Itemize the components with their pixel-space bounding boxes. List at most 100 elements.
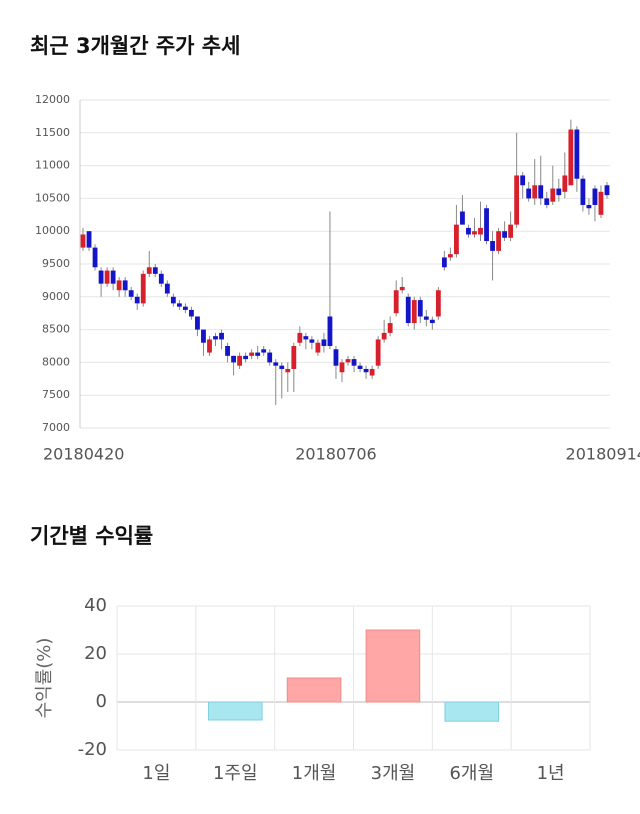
candle-body: [201, 329, 206, 343]
x-tick-label: 1개월: [292, 763, 337, 784]
candle-body: [351, 359, 357, 366]
y-tick-label: 7500: [42, 388, 70, 401]
candle-body: [225, 346, 230, 356]
y-tick-label: -20: [78, 739, 107, 760]
candle-body: [592, 188, 598, 205]
candle-body: [363, 368, 369, 373]
candle-body: [279, 365, 285, 369]
candle-body: [417, 300, 423, 317]
candle-body: [339, 362, 345, 373]
x-tick-label: 6개월: [449, 763, 494, 784]
candle-body: [387, 323, 393, 333]
candle-body: [80, 234, 86, 248]
candle-body: [345, 359, 351, 363]
candle-body: [158, 273, 164, 284]
y-tick-label: 11500: [35, 126, 70, 139]
y-tick-label: 8000: [42, 355, 70, 368]
y-tick-label: 8500: [42, 323, 70, 336]
candle-body: [550, 188, 556, 202]
y-tick-label: 12000: [35, 93, 70, 106]
candle-body: [333, 349, 339, 366]
candle-body: [526, 188, 532, 199]
candle-body: [466, 227, 471, 235]
candle-body: [255, 352, 261, 356]
candle-body: [195, 316, 200, 330]
candle-body: [261, 349, 267, 353]
candle-body: [152, 267, 158, 274]
y-tick-label: 10000: [35, 224, 70, 237]
candle-body: [435, 290, 441, 317]
candle-body: [321, 339, 327, 346]
candle-body: [532, 185, 538, 199]
candle-body: [399, 286, 405, 291]
candle-body: [405, 296, 411, 324]
candle-body: [327, 316, 333, 346]
candle-body: [182, 306, 188, 310]
candle-body: [454, 224, 459, 255]
candle-body: [429, 319, 435, 324]
candle-body: [490, 241, 495, 251]
candle-body: [86, 231, 92, 248]
candle-body: [207, 339, 212, 353]
candle-body: [98, 270, 104, 284]
y-tick-label: 0: [96, 691, 107, 712]
candle-body: [411, 300, 417, 324]
candle-body: [478, 227, 483, 235]
x-tick-label: 1일: [142, 763, 170, 784]
candle-body: [369, 368, 375, 376]
x-tick-label: 1주일: [213, 763, 258, 784]
candle-body: [213, 336, 218, 340]
candle-body: [472, 231, 477, 235]
candle-body: [291, 346, 297, 369]
y-tick-label: 11000: [35, 159, 70, 172]
candle-body: [243, 355, 249, 360]
candle-body: [176, 303, 182, 307]
y-tick-label: 10500: [35, 191, 70, 204]
candle-body: [357, 365, 363, 369]
candle-body: [249, 352, 255, 356]
candle-body: [219, 332, 224, 340]
y-tick-label: 40: [84, 595, 107, 616]
candle-body: [460, 211, 465, 225]
y-tick-label: 9500: [42, 257, 70, 270]
x-tick-label: 20180420: [43, 445, 124, 464]
candle-body: [140, 273, 146, 304]
candle-body: [393, 290, 399, 314]
candle-body: [423, 316, 429, 320]
candle-body: [520, 175, 526, 186]
candle-body: [231, 355, 236, 363]
candle-body: [508, 224, 514, 238]
candle-body: [104, 270, 110, 284]
candle-body: [128, 290, 134, 297]
candle-body: [574, 129, 580, 179]
candle-body: [604, 185, 610, 196]
candle-body: [556, 188, 562, 196]
candle-body: [309, 339, 315, 343]
candle-body: [267, 352, 273, 363]
candle-body: [297, 332, 303, 343]
x-tick-label: 1년: [537, 763, 565, 784]
x-tick-label: 20180914: [566, 445, 640, 464]
candle-body: [381, 332, 387, 340]
y-tick-label: 9000: [42, 290, 70, 303]
candle-body: [237, 355, 243, 366]
candle-body: [110, 270, 116, 284]
candle-body: [568, 129, 574, 186]
chart-title: 기간별 수익률: [30, 524, 153, 548]
candle-body: [170, 296, 176, 304]
bar: [207, 701, 263, 721]
candle-body: [502, 231, 508, 238]
candle-body: [122, 280, 128, 291]
candle-body: [544, 198, 550, 205]
candle-body: [586, 204, 592, 209]
bar: [286, 677, 342, 703]
bar: [365, 629, 421, 703]
candle-body: [134, 296, 140, 304]
candle-body: [189, 309, 194, 317]
candle-body: [538, 185, 544, 199]
candle-body: [375, 339, 381, 366]
candle-body: [146, 267, 152, 274]
candle-body: [285, 368, 291, 373]
chart-title: 최근 3개월간 주가 추세: [30, 34, 240, 58]
